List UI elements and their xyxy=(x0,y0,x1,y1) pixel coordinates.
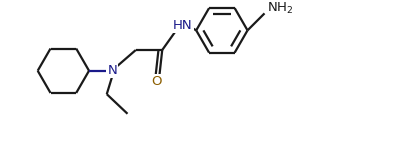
Text: O: O xyxy=(151,75,162,88)
Text: HN: HN xyxy=(173,19,192,32)
Text: NH$_2$: NH$_2$ xyxy=(266,1,293,16)
Text: N: N xyxy=(107,64,117,77)
